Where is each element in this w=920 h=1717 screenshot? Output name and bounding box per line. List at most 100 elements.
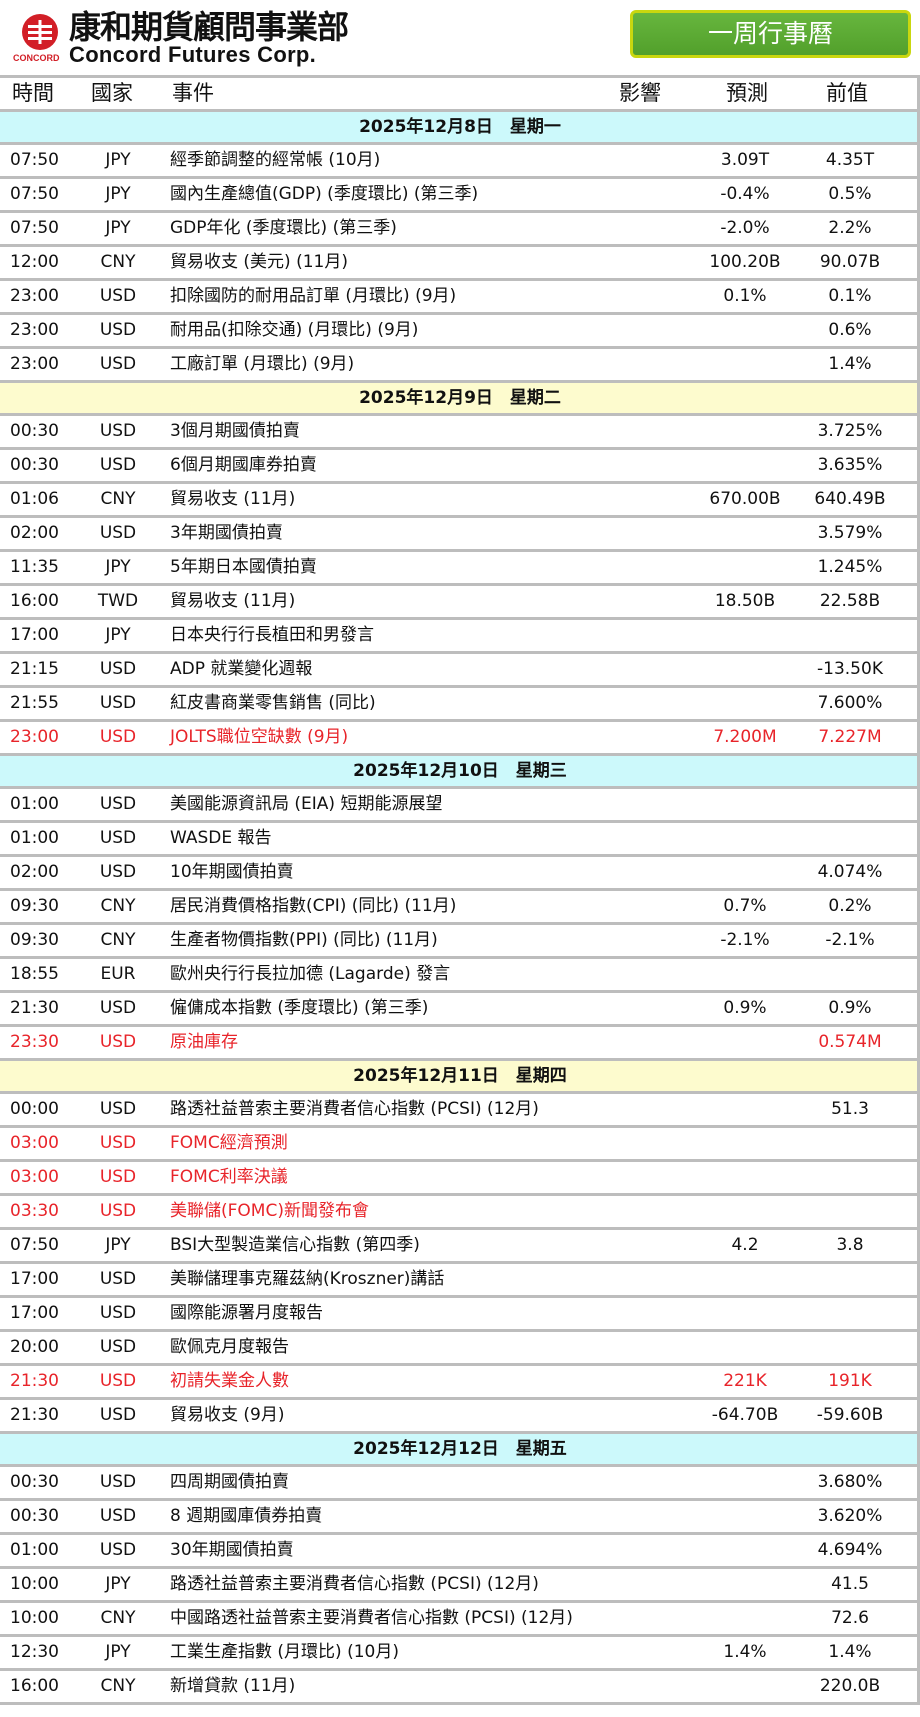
- event-time: 17:00: [10, 1303, 59, 1323]
- event-time: 10:00: [10, 1574, 59, 1594]
- event-country: USD: [99, 1099, 137, 1119]
- event-forecast: [690, 1298, 800, 1329]
- event-country: EUR: [100, 964, 136, 984]
- event-forecast: [690, 1196, 800, 1227]
- table-row: 00:30 USD 3個月期國債拍賣 3.725%: [0, 416, 920, 450]
- concord-logo: CONCORD 康和期貨顧問事業部 Concord Futures Corp.: [13, 10, 373, 68]
- column-header-time: 時間: [12, 81, 54, 105]
- column-header-impact: 影響: [619, 81, 661, 105]
- table-row: 21:30 USD 僱傭成本指數 (季度環比) (第三季) 0.9% 0.9%: [0, 993, 920, 1027]
- event-forecast: 0.1%: [723, 286, 767, 306]
- event-name: 歐州央行行長拉加德 (Lagarde) 發言: [170, 964, 451, 984]
- event-forecast: [690, 315, 800, 346]
- event-time: 03:00: [10, 1167, 59, 1187]
- event-country: USD: [99, 1506, 137, 1526]
- event-forecast: [690, 1535, 800, 1566]
- table-row: 18:55 EUR 歐州央行行長拉加德 (Lagarde) 發言: [0, 959, 920, 993]
- event-name: 美國能源資訊局 (EIA) 短期能源展望: [170, 794, 443, 814]
- event-impact: [610, 857, 670, 888]
- economic-calendar-table: 時間 國家 事件 影響 預測 前值 2025年12月8日 星期一 07:50 JPY…: [0, 75, 920, 1705]
- table-row: 00:30 USD 四周期國債拍賣 3.680%: [0, 1467, 920, 1501]
- event-name: ADP 就業變化週報: [170, 659, 313, 679]
- event-impact: [610, 1162, 670, 1193]
- event-previous: 640.49B: [814, 489, 886, 509]
- event-name: 居民消費價格指數(CPI) (同比) (11月): [170, 896, 457, 916]
- event-impact: [610, 1128, 670, 1159]
- event-forecast: -2.1%: [720, 930, 770, 950]
- table-row: 10:00 CNY 中國路透社益普索主要消費者信心指數 (PCSI) (12月) 72…: [0, 1603, 920, 1637]
- event-forecast: [690, 552, 800, 583]
- event-name: 紅皮書商業零售銷售 (同比): [170, 693, 376, 713]
- event-country: CNY: [100, 252, 136, 272]
- event-country: CNY: [100, 1676, 136, 1696]
- table-row: 07:50 JPY GDP年化 (季度環比) (第三季) -2.0% 2.2%: [0, 213, 920, 247]
- table-row: 03:30 USD 美聯儲(FOMC)新聞發布會: [0, 1196, 920, 1230]
- event-previous: 51.3: [831, 1099, 869, 1119]
- event-forecast: [690, 416, 800, 447]
- event-country: CNY: [100, 1608, 136, 1628]
- event-forecast: -64.70B: [711, 1405, 779, 1425]
- event-forecast: -2.0%: [720, 218, 770, 238]
- event-previous: 0.9%: [828, 998, 872, 1018]
- day-header: 2025年12月12日 星期五: [0, 1434, 920, 1467]
- event-impact: [610, 1637, 670, 1668]
- table-row: 11:35 JPY 5年期日本國債拍賣 1.245%: [0, 552, 920, 586]
- event-impact: [610, 1094, 670, 1125]
- event-country: USD: [99, 354, 137, 374]
- event-impact: [610, 586, 670, 617]
- event-impact: [610, 1027, 670, 1058]
- event-impact: [610, 959, 670, 990]
- event-previous: 72.6: [831, 1608, 869, 1628]
- event-time: 12:30: [10, 1642, 59, 1662]
- event-country: USD: [99, 1472, 137, 1492]
- event-forecast: [690, 823, 800, 854]
- event-impact: [610, 891, 670, 922]
- event-previous: [795, 959, 905, 990]
- event-time: 21:30: [10, 998, 59, 1018]
- table-row: 16:00 TWD 貿易收支 (11月) 18.50B 22.58B: [0, 586, 920, 620]
- event-impact: [610, 1535, 670, 1566]
- event-previous: 90.07B: [819, 252, 881, 272]
- event-name: 中國路透社益普索主要消費者信心指數 (PCSI) (12月): [170, 1608, 573, 1628]
- event-forecast: [690, 688, 800, 719]
- table-row: 20:00 USD 歐佩克月度報告: [0, 1332, 920, 1366]
- table-row: 23:00 USD JOLTS職位空缺數 (9月) 7.200M 7.227M: [0, 722, 920, 756]
- event-time: 23:00: [10, 354, 59, 374]
- event-time: 00:30: [10, 421, 59, 441]
- table-row: 09:30 CNY 居民消費價格指數(CPI) (同比) (11月) 0.7% 0.2%: [0, 891, 920, 925]
- event-country: USD: [99, 320, 137, 340]
- event-name: 四周期國債拍賣: [170, 1472, 289, 1492]
- event-impact: [610, 1603, 670, 1634]
- event-time: 01:00: [10, 828, 59, 848]
- weekly-calendar-button[interactable]: 一周行事曆: [630, 10, 911, 58]
- event-impact: [610, 450, 670, 481]
- column-header-event: 事件: [172, 81, 214, 105]
- event-impact: [610, 179, 670, 210]
- event-impact: [610, 1332, 670, 1363]
- event-impact: [610, 654, 670, 685]
- event-impact: [610, 247, 670, 278]
- event-country: USD: [99, 421, 137, 441]
- event-time: 18:55: [10, 964, 59, 984]
- event-country: USD: [99, 1371, 137, 1391]
- event-previous: [795, 1196, 905, 1227]
- event-country: USD: [99, 1201, 137, 1221]
- event-country: JPY: [105, 1642, 131, 1662]
- event-country: USD: [99, 455, 137, 475]
- table-row: 12:30 JPY 工業生產指數 (月環比) (10月) 1.4% 1.4%: [0, 1637, 920, 1671]
- event-previous: [795, 789, 905, 820]
- event-impact: [610, 1569, 670, 1600]
- column-header-country: 國家: [91, 81, 133, 105]
- event-time: 03:30: [10, 1201, 59, 1221]
- event-previous: [795, 620, 905, 651]
- event-country: USD: [99, 523, 137, 543]
- event-impact: [610, 620, 670, 651]
- event-previous: 0.2%: [828, 896, 872, 916]
- event-impact: [610, 722, 670, 753]
- event-name: FOMC利率決議: [170, 1167, 288, 1187]
- event-time: 00:30: [10, 455, 59, 475]
- event-name: 3年期國債拍賣: [170, 523, 283, 543]
- event-country: USD: [99, 1269, 137, 1289]
- event-time: 02:00: [10, 862, 59, 882]
- event-country: JPY: [105, 557, 131, 577]
